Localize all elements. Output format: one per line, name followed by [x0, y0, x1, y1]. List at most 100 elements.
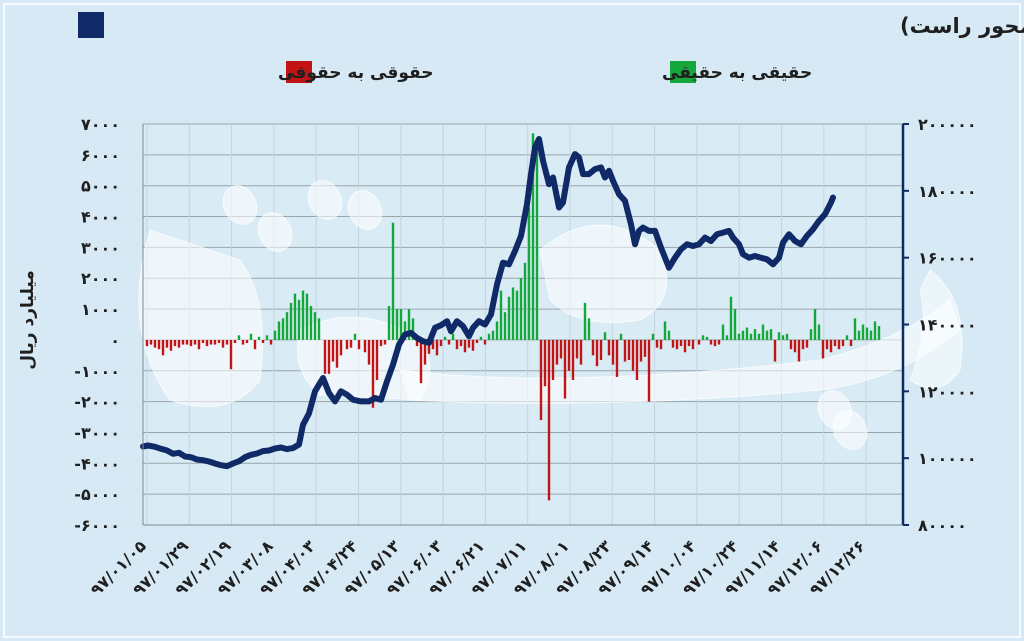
bar-red	[327, 339, 331, 374]
bar-green	[523, 262, 527, 340]
bar-red	[635, 339, 639, 381]
bar-red	[467, 339, 471, 348]
right-tick-label: ۱۰۰۰۰۰	[918, 449, 977, 468]
bar-green	[503, 312, 507, 340]
bar-red	[379, 339, 383, 347]
bar-red	[683, 339, 687, 353]
bar-red	[679, 339, 683, 347]
bar-green	[745, 327, 749, 340]
left-tick-label: -۲۰۰۰	[74, 393, 120, 412]
bar-red	[205, 339, 209, 347]
bar-green	[277, 321, 281, 340]
bar-red	[575, 339, 579, 359]
left-tick-label: ۰	[110, 331, 120, 350]
bar-red	[431, 339, 435, 350]
watermark-dot	[222, 185, 258, 225]
bar-green	[737, 333, 741, 340]
bar-green	[515, 290, 519, 340]
bar-red	[631, 339, 635, 371]
bar-green	[741, 330, 745, 340]
bar-red	[643, 339, 647, 357]
bar-red	[849, 339, 853, 347]
bar-green	[869, 330, 873, 340]
bar-green	[519, 278, 523, 340]
bar-red	[169, 339, 173, 351]
bar-red	[339, 339, 343, 356]
bar-red	[165, 339, 169, 348]
bar-green	[237, 335, 241, 340]
bar-red	[145, 339, 149, 347]
legend-label-green: حقیقی به حقیقی	[662, 63, 812, 83]
bar-green	[853, 318, 857, 340]
bar-red	[189, 339, 193, 347]
bar-red	[543, 339, 547, 387]
bar-red	[627, 339, 631, 360]
bar-red	[149, 339, 153, 345]
bar-green	[317, 318, 321, 340]
legend-swatch-index	[78, 12, 104, 38]
bar-red	[551, 339, 555, 381]
bar-red	[335, 339, 339, 368]
bar-red	[475, 339, 479, 344]
bar-red	[559, 339, 563, 359]
bar-red	[563, 339, 567, 399]
bar-red	[639, 339, 643, 362]
bar-red	[371, 339, 375, 408]
bar-green	[781, 335, 785, 340]
bar-green	[257, 336, 261, 340]
legend-swatch-green	[670, 61, 696, 83]
watermark-dot	[817, 390, 853, 430]
bar-red	[261, 339, 265, 344]
left-tick-label: ۵۰۰۰	[81, 177, 120, 196]
bar-green	[511, 287, 515, 340]
bar-red	[797, 339, 801, 362]
bar-green	[313, 312, 317, 340]
plot-area	[143, 124, 903, 525]
bar-green	[583, 302, 587, 340]
right-tick-label: ۱۶۰۰۰۰	[918, 249, 977, 268]
bar-red	[213, 339, 217, 345]
right-tick-label: ۲۰۰۰۰۰	[918, 115, 977, 134]
bar-green	[479, 336, 483, 340]
bar-red	[615, 339, 619, 377]
bar-green	[725, 335, 729, 340]
bar-green	[301, 290, 305, 340]
bar-red	[245, 339, 249, 344]
bar-green	[587, 318, 591, 340]
bar-red	[357, 339, 361, 350]
bar-green	[619, 333, 623, 340]
bar-red	[427, 339, 431, 354]
bar-red	[331, 339, 335, 362]
bar-red	[269, 339, 273, 345]
bar-red	[821, 339, 825, 359]
bar-green	[535, 139, 539, 340]
bar-green	[749, 333, 753, 340]
bar-green	[411, 318, 415, 340]
left-tick-label: ۳۰۰۰	[81, 238, 120, 257]
bar-green	[265, 335, 269, 340]
bar-green	[487, 333, 491, 340]
left-tick-label: ۷۰۰۰	[81, 115, 120, 134]
chart-frame	[3, 3, 1021, 638]
bar-green	[407, 309, 411, 340]
bar-red	[691, 339, 695, 350]
bar-red	[567, 339, 571, 371]
bar-red	[383, 339, 387, 345]
left-tick-label: -۱۰۰۰	[74, 362, 120, 381]
bar-green	[769, 329, 773, 340]
bar-red	[375, 339, 379, 381]
bar-green	[705, 336, 709, 340]
bar-green	[729, 296, 733, 340]
left-tick-label: -۴۰۰۰	[74, 454, 120, 473]
bar-red	[423, 339, 427, 365]
bar-red	[805, 339, 809, 348]
watermark-dot	[347, 190, 383, 230]
bar-red	[671, 339, 675, 348]
bar-red	[833, 339, 837, 347]
bar-green	[733, 309, 737, 340]
bar-green	[813, 309, 817, 340]
bar-red	[607, 339, 611, 356]
bar-red	[463, 339, 467, 353]
